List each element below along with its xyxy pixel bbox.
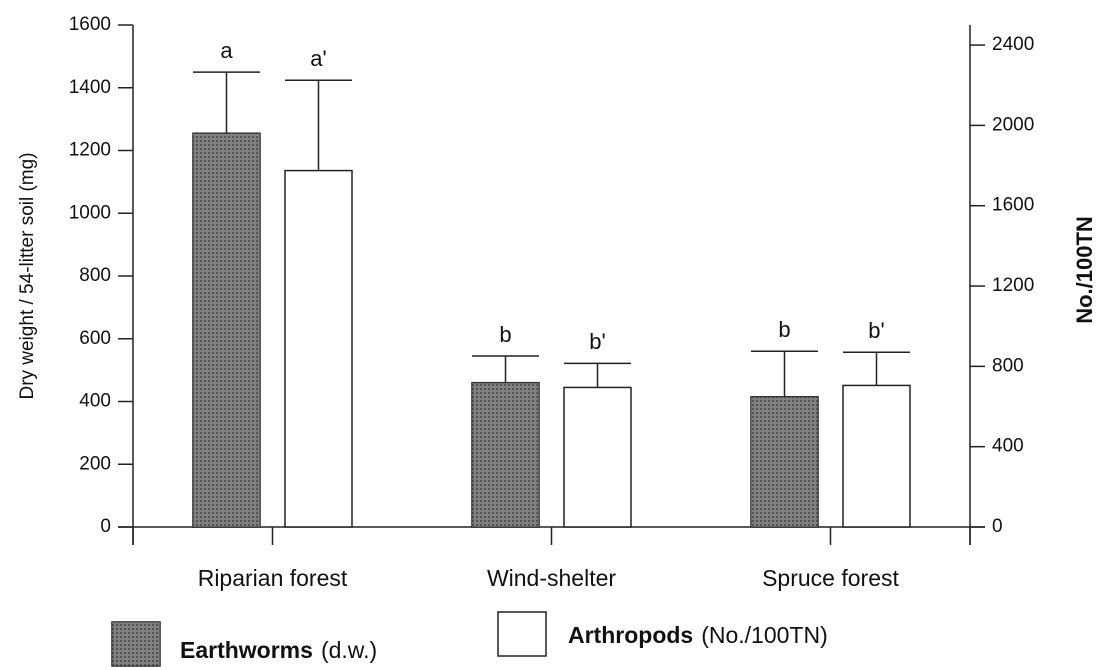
y-tick-label: 800 [79,265,111,286]
legend-swatch [497,611,547,657]
y-axis-label: Dry weight / 54-litter soil (mg) [17,152,38,399]
legend-texture [112,622,160,666]
y-tick-label: 1200 [69,140,111,161]
y2-tick-label: 1200 [992,275,1034,296]
legend-name: Earthworms [180,637,313,663]
significance-label: b' [589,329,605,354]
y2-tick-label: 1600 [992,195,1034,216]
legend-label: Earthworms (d.w.) [180,637,377,663]
bar-texture [472,382,539,527]
error-bar [564,362,631,388]
bar [563,386,632,528]
bar-texture [751,396,818,527]
y-tick-label: 0 [100,516,111,537]
y-tick-label: 1600 [69,14,111,35]
significance-label: b [499,322,511,347]
bar [842,384,911,528]
bar-texture [193,133,260,527]
y-tick-label: 200 [79,453,111,474]
error-bar [193,71,260,134]
legend-label: Arthropods (No./100TN) [568,622,828,648]
significance-label: a' [310,46,326,71]
error-bar [472,355,539,383]
legend-note: (d.w.) [321,637,377,663]
y-tick-label: 400 [79,391,111,412]
y2-tick-label: 400 [992,436,1024,457]
y2-tick-label: 800 [992,355,1024,376]
y-tick-label: 1400 [69,77,111,98]
error-bar [751,350,818,397]
error-bar [843,351,910,386]
significance-label: a [220,38,233,63]
y-tick-label: 1000 [69,202,111,223]
error-bar [285,79,352,171]
y2-tick-label: 2400 [992,34,1034,55]
significance-label: b [778,317,790,342]
y2-axis-label: No./100TN [1072,216,1097,324]
y2-tick-label: 0 [992,516,1003,537]
y-tick-label: 600 [79,328,111,349]
x-tick-label: Riparian forest [198,565,348,591]
x-tick-label: Wind-shelter [487,565,616,591]
legend-name: Arthropods [568,622,693,648]
y2-tick-label: 2000 [992,114,1034,135]
legend-note: (No./100TN) [701,622,828,648]
significance-label: b' [868,318,884,343]
bar [284,169,353,528]
x-tick-label: Spruce forest [762,565,899,591]
